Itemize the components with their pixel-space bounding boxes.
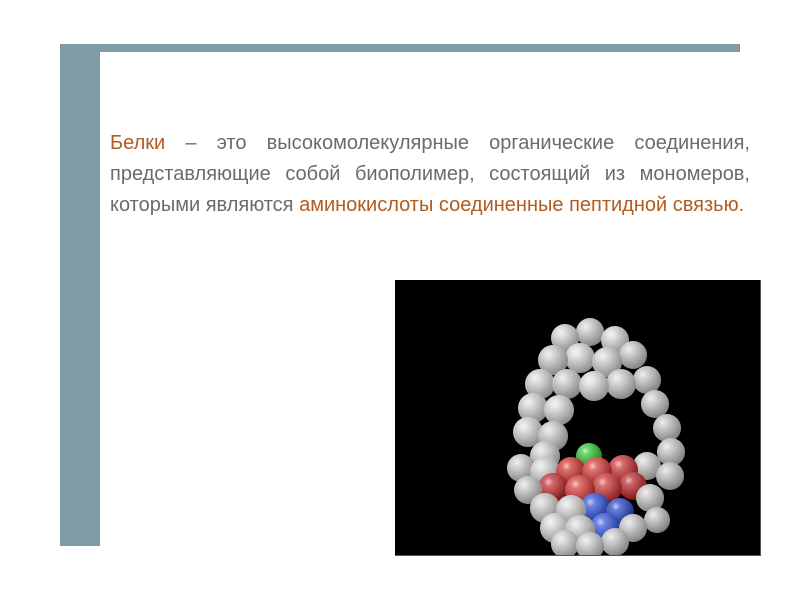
atom-highlight: [633, 366, 661, 394]
definition-paragraph: Белки – это высокомолекулярные органичес…: [110, 128, 750, 221]
atom-highlight: [653, 414, 681, 442]
definition-tail: аминокислоты соединенные пептидной связь…: [299, 194, 744, 216]
accent-sidebar: [60, 44, 100, 546]
molecule-svg: [395, 280, 760, 555]
atom-highlight: [601, 528, 629, 555]
atom-highlight: [641, 390, 669, 418]
definition-term: Белки: [110, 132, 165, 154]
atom-highlight: [552, 369, 582, 399]
accent-topbar: [60, 44, 740, 52]
atom-highlight: [606, 369, 636, 399]
definition-sep: – это: [165, 132, 266, 154]
molecule-panel: [395, 280, 761, 556]
atom-highlight: [656, 462, 684, 490]
atom-highlight: [619, 341, 647, 369]
atom-highlight: [579, 371, 609, 401]
atom-highlight: [565, 343, 595, 373]
atom-highlight: [576, 318, 604, 346]
atom-highlight: [644, 507, 670, 533]
atom-highlight: [544, 395, 574, 425]
slide-root: Белки – это высокомолекулярные органичес…: [0, 0, 800, 600]
atom-highlight: [657, 438, 685, 466]
